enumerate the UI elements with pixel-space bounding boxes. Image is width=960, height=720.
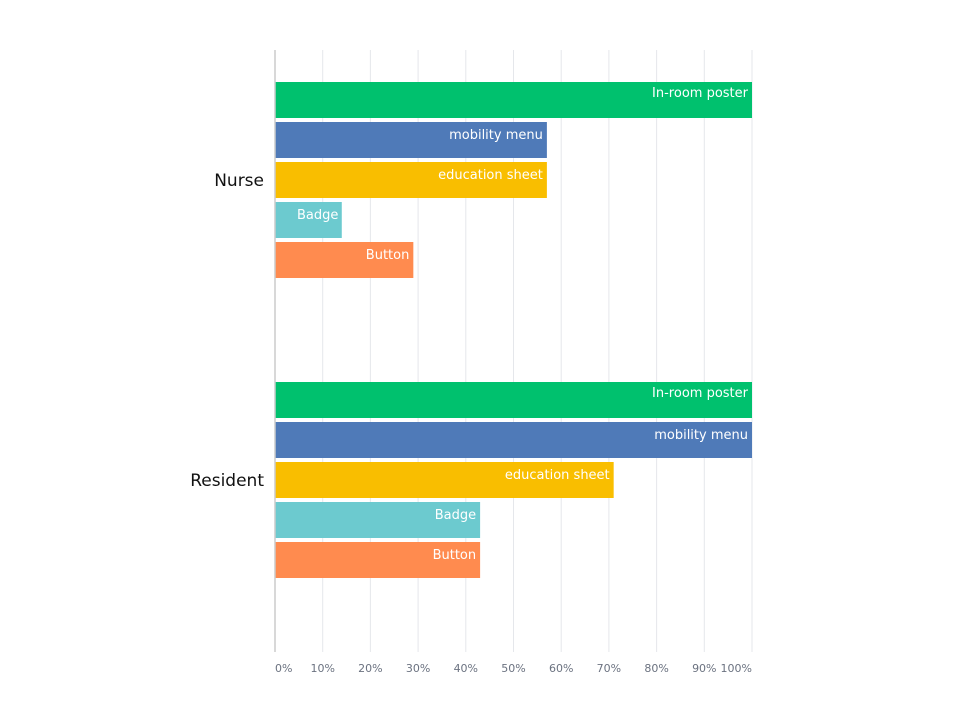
category-label: Resident: [190, 471, 264, 491]
bar: [275, 542, 481, 578]
x-tick-label: 100%: [721, 662, 752, 675]
x-tick-label: 80%: [644, 662, 668, 675]
bar-label: mobility menu: [654, 428, 748, 443]
bar-label: In-room poster: [652, 86, 749, 101]
bar-label: Badge: [435, 508, 476, 523]
x-tick-label: 90%: [692, 662, 716, 675]
bar: [275, 502, 481, 538]
x-tick-label: 0%: [275, 662, 292, 675]
labels-layer: In-room poster mobility menu education she…: [190, 86, 748, 563]
category-label: Nurse: [214, 171, 264, 191]
x-tick-label: 60%: [549, 662, 573, 675]
bar: [275, 122, 547, 158]
x-tick-label: 10%: [310, 662, 334, 675]
bar: [275, 382, 752, 418]
x-tick-label: 70%: [597, 662, 621, 675]
bar-label: Badge: [297, 208, 338, 223]
bar-label: Button: [433, 548, 477, 563]
x-tick-label: 20%: [358, 662, 382, 675]
bar: [275, 462, 614, 498]
x-tick-label: 30%: [406, 662, 430, 675]
bar-label: education sheet: [505, 468, 610, 483]
bar: [275, 162, 547, 198]
bar: [275, 422, 752, 458]
bar: [275, 82, 752, 118]
bar: [275, 202, 342, 238]
bar-label: Button: [366, 248, 410, 263]
bar-label: mobility menu: [449, 128, 543, 143]
x-tick-label: 50%: [501, 662, 525, 675]
axis-layer: 0% 10% 20% 30% 40% 50% 60% 70% 80% 90% 100%: [274, 50, 752, 675]
x-tick-label: 40%: [454, 662, 478, 675]
bars-layer: [275, 82, 752, 578]
bar: [275, 242, 414, 278]
bar-label: In-room poster: [652, 386, 749, 401]
bar-label: education sheet: [438, 168, 543, 183]
